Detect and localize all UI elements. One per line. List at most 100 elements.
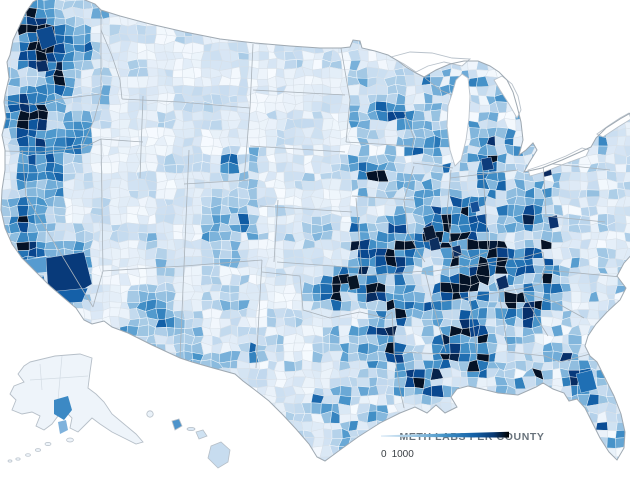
county-cell — [55, 475, 65, 481]
county-cell — [110, 351, 121, 363]
county-cell — [624, 411, 630, 423]
county-cell — [394, 224, 408, 235]
county-cell — [172, 69, 183, 78]
county-cell — [504, 32, 517, 44]
county-cell — [111, 0, 120, 3]
county-cell — [267, 465, 278, 475]
county-cell — [618, 463, 624, 475]
county-cell — [550, 0, 564, 3]
county-cell — [194, 463, 203, 474]
county-cell — [1, 42, 9, 53]
county-cell — [515, 388, 527, 398]
county-cell — [1, 178, 2, 192]
county-cell — [229, 384, 242, 397]
county-cell — [26, 344, 36, 354]
county-cell — [607, 188, 619, 200]
county-cell — [598, 350, 608, 363]
county-cell — [230, 402, 241, 414]
county-cell — [228, 465, 239, 475]
county-cell — [119, 446, 131, 456]
county-cell — [496, 405, 509, 415]
county-cell — [567, 439, 581, 448]
county-cell — [541, 379, 553, 386]
county-cell — [540, 0, 554, 2]
county-cell — [549, 127, 562, 138]
county-cell — [301, 6, 315, 20]
county-cell — [567, 445, 583, 458]
county-cell — [312, 58, 323, 71]
county-cell — [347, 0, 358, 3]
county-cell — [120, 377, 130, 389]
county-cell — [44, 345, 56, 355]
county-cell — [568, 464, 580, 474]
county-cell — [403, 412, 414, 423]
county-cell — [586, 102, 599, 113]
county-cell — [8, 250, 19, 260]
county-cell — [330, 94, 343, 105]
county-cell — [135, 379, 148, 387]
county-cell — [109, 471, 122, 483]
county-cell — [449, 42, 462, 52]
county-cell — [219, 410, 233, 422]
county-cell — [412, 368, 426, 379]
county-cell — [330, 8, 343, 17]
county-cell — [605, 463, 618, 475]
county-cell — [605, 85, 619, 94]
county-cell — [624, 75, 630, 87]
county-cell — [495, 189, 507, 201]
county-cell — [74, 343, 85, 354]
county-cell — [597, 83, 607, 97]
county-cell — [219, 427, 229, 441]
county-cell — [80, 318, 92, 330]
county-cell — [127, 466, 139, 475]
county-cell — [616, 421, 629, 431]
county-cell — [423, 15, 433, 28]
county-cell — [485, 393, 497, 407]
county-cell — [209, 0, 222, 11]
county-cell — [525, 472, 533, 482]
county-cell — [567, 40, 582, 51]
county-cell — [108, 394, 122, 405]
county-cell — [247, 128, 260, 139]
county-cell — [578, 121, 591, 132]
county-cell — [172, 403, 186, 415]
county-cell — [165, 385, 178, 398]
county-cell — [145, 465, 155, 473]
county-cell — [258, 438, 268, 447]
county-cell — [596, 170, 608, 181]
county-cell — [549, 395, 561, 405]
county-cell — [367, 465, 378, 475]
county-cell — [301, 292, 314, 302]
county-cell — [135, 343, 150, 355]
county-cell — [439, 187, 450, 197]
county-cell — [53, 335, 66, 347]
county-cell — [45, 222, 57, 232]
county-cell — [172, 0, 184, 2]
county-cell — [6, 350, 20, 364]
county-cell — [28, 309, 38, 319]
county-cell — [559, 128, 573, 138]
county-cell — [109, 301, 123, 309]
county-cell — [200, 384, 212, 396]
county-cell — [265, 266, 276, 278]
county-cell — [540, 15, 554, 28]
county-cell — [257, 146, 267, 158]
county-cell — [550, 76, 563, 88]
county-cell — [459, 7, 471, 17]
county-cell — [17, 265, 28, 275]
county-cell — [117, 135, 131, 148]
county-cell — [175, 464, 183, 473]
county-cell — [1, 0, 10, 2]
county-cell — [614, 163, 627, 173]
county-cell — [0, 385, 1, 397]
county-cell — [286, 463, 297, 472]
county-cell — [543, 102, 553, 113]
county-cell — [624, 51, 630, 61]
county-cell — [35, 315, 49, 327]
county-cell — [164, 267, 176, 278]
county-cell — [332, 26, 343, 34]
county-cell — [101, 376, 113, 387]
county-cell — [71, 318, 86, 330]
county-cell — [387, 369, 395, 380]
county-cell — [109, 453, 122, 461]
